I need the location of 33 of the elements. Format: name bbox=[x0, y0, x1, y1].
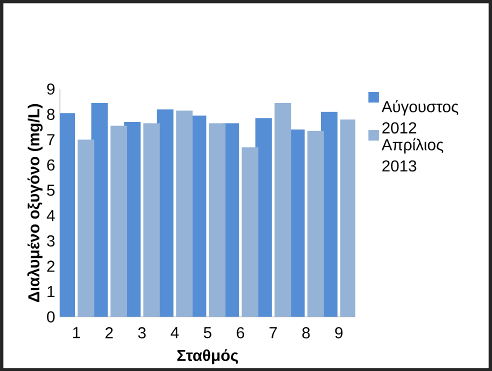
y-tick-label: 8 bbox=[47, 108, 55, 120]
x-tick-label: 1 bbox=[73, 326, 80, 338]
legend-label: Απρίλιος 2013 bbox=[382, 138, 444, 172]
y-tick-label: 3 bbox=[47, 235, 55, 246]
y-tick-label: 9 bbox=[47, 83, 54, 94]
y-tick-label: 2 bbox=[47, 260, 54, 272]
y-tick-label: 0 bbox=[47, 310, 55, 322]
bar bbox=[274, 102, 292, 317]
bar bbox=[110, 126, 128, 317]
bar bbox=[340, 119, 356, 317]
x-tick-label: 9 bbox=[335, 326, 343, 338]
bar bbox=[307, 130, 324, 317]
bar bbox=[78, 139, 94, 317]
y-tick-label: 7 bbox=[47, 134, 54, 145]
y-axis-title: Διαλυμένο οξυγόνο (mg/L) bbox=[27, 104, 43, 302]
y-tick-label: 6 bbox=[47, 159, 55, 170]
bar bbox=[242, 147, 258, 317]
x-tick-label: 5 bbox=[204, 326, 212, 338]
legend-label: Αύγουστος 2012 bbox=[382, 100, 458, 134]
y-tick-label: 4 bbox=[46, 210, 55, 221]
x-tick-label: 7 bbox=[270, 326, 277, 338]
x-tick-label: 2 bbox=[106, 326, 113, 338]
bar bbox=[176, 110, 193, 317]
y-tick-label: 1 bbox=[48, 286, 54, 297]
x-tick-label: 4 bbox=[170, 326, 179, 338]
x-tick-label: 6 bbox=[236, 326, 244, 338]
x-tick-label: 8 bbox=[302, 326, 310, 338]
x-tick-label: 3 bbox=[138, 326, 146, 338]
x-axis-title: Σταθμός bbox=[177, 348, 238, 364]
bar bbox=[143, 123, 160, 317]
bar bbox=[208, 123, 226, 317]
bar bbox=[60, 112, 76, 317]
y-tick-label: 5 bbox=[47, 184, 55, 196]
